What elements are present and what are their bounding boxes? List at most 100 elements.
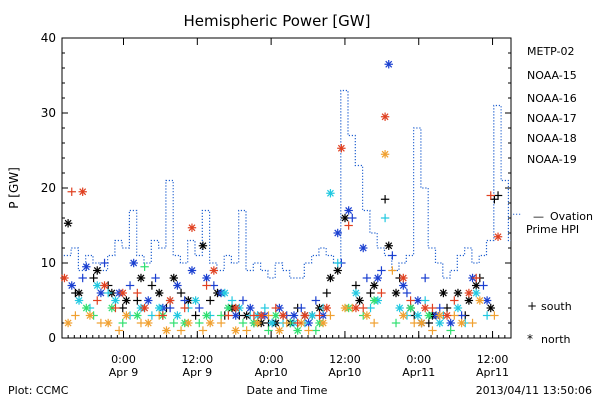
point-noaa-17-south [140, 262, 149, 271]
point-noaa-16-north [220, 288, 229, 298]
point-metp-02-north [340, 213, 350, 223]
point-noaa-16-south [380, 213, 390, 223]
x-tick-label-date: Apr11 [476, 366, 509, 379]
point-noaa-17-north [82, 303, 91, 313]
point-noaa-15-north [82, 262, 91, 271]
point-noaa-17-north [369, 296, 379, 305]
point-noaa-18-south [468, 318, 477, 328]
point-noaa-15-south [479, 281, 488, 290]
point-noaa-15-north [333, 228, 342, 238]
point-noaa-17-south [195, 318, 204, 328]
point-noaa-19-north [337, 144, 346, 153]
point-noaa-19-north [118, 288, 127, 298]
legend-item-noaa-16: NOAA-16 [527, 92, 577, 105]
point-noaa-17-north [406, 303, 415, 313]
point-noaa-19-south [428, 303, 437, 313]
y-tick-label: 0 [48, 331, 56, 345]
point-metp-02-south [351, 281, 361, 290]
legend-ovation-label-1: Ovation [550, 210, 593, 223]
point-noaa-19-north [351, 303, 361, 313]
point-noaa-17-north [133, 311, 142, 320]
point-metp-02-south [176, 288, 186, 298]
point-noaa-16-north [74, 296, 84, 305]
ovation-hpi-line [63, 89, 511, 279]
legend-item-metp-02: METP-02 [527, 45, 575, 58]
point-metp-02-south [490, 195, 499, 204]
point-noaa-18-south [216, 318, 226, 328]
point-noaa-16-north [173, 311, 182, 320]
ovation-hpi-series [63, 89, 521, 279]
point-metp-02-north [453, 288, 463, 298]
plot-timestamp: 2013/04/11 13:50:06 [476, 384, 592, 397]
y-tick-label: 30 [41, 106, 56, 120]
point-noaa-16-north [154, 303, 164, 313]
point-noaa-19-north [420, 303, 430, 313]
point-noaa-18-north [231, 326, 240, 335]
point-noaa-19-north [187, 223, 197, 232]
legend-south-label: south [541, 300, 572, 313]
point-noaa-18-south [242, 326, 251, 335]
point-noaa-15-south [78, 273, 87, 283]
point-noaa-18-north [63, 318, 73, 328]
point-noaa-16-north [267, 318, 277, 328]
point-noaa-18-north [380, 150, 390, 159]
point-noaa-16-south [482, 311, 492, 320]
point-noaa-16-south [420, 296, 430, 305]
point-noaa-17-north [424, 311, 434, 320]
point-noaa-15-south [238, 296, 248, 305]
point-noaa-15-north [96, 288, 106, 298]
point-noaa-18-south [490, 311, 499, 320]
point-metp-02-north [486, 303, 495, 313]
point-noaa-16-north [111, 296, 120, 305]
point-noaa-18-south [136, 318, 146, 328]
point-noaa-19-south [377, 288, 386, 298]
point-noaa-19-south [344, 221, 353, 230]
point-noaa-19-south [67, 187, 76, 196]
point-noaa-15-south [420, 273, 430, 283]
point-noaa-18-south [198, 326, 208, 335]
plot-source-label: Plot: CCMC [8, 384, 69, 397]
point-noaa-19-north [78, 187, 87, 196]
point-noaa-18-south [388, 266, 397, 275]
point-noaa-19-south [486, 191, 495, 200]
point-noaa-15-north [373, 273, 383, 283]
point-noaa-18-north [85, 311, 95, 320]
point-noaa-16-north [471, 288, 481, 298]
x-tick-label-time: 0:00 [406, 353, 431, 366]
point-noaa-17-south [311, 326, 321, 335]
point-noaa-19-south [271, 303, 280, 313]
point-noaa-18-south [176, 326, 186, 335]
point-noaa-18-north [103, 318, 113, 328]
point-noaa-19-north [399, 273, 408, 283]
point-noaa-15-north [482, 296, 492, 305]
point-noaa-15-north [173, 281, 182, 290]
point-noaa-18-north [318, 318, 328, 328]
point-metp-02-south [71, 288, 80, 298]
point-noaa-15-south [348, 213, 357, 223]
point-metp-02-north [355, 296, 364, 305]
point-noaa-19-north [322, 303, 331, 313]
point-metp-02-south [493, 191, 503, 200]
point-noaa-19-south [158, 311, 168, 320]
x-axis-label: Date and Time [247, 384, 328, 397]
point-noaa-16-north [453, 303, 463, 313]
point-noaa-18-south [96, 318, 106, 328]
point-noaa-18-north [435, 311, 444, 320]
point-noaa-18-north [253, 318, 262, 328]
legend-ovation-dash: — [533, 210, 544, 223]
point-noaa-18-south [264, 311, 273, 320]
point-noaa-15-south [125, 281, 135, 290]
point-noaa-18-north [122, 311, 131, 320]
point-noaa-15-south [402, 288, 412, 298]
satellite-points [60, 60, 503, 335]
point-noaa-15-south [209, 281, 219, 290]
y-tick-label: 10 [41, 256, 56, 270]
point-noaa-19-north [493, 232, 503, 241]
point-noaa-18-north [475, 296, 485, 305]
legend-item-noaa-15: NOAA-15 [527, 69, 577, 82]
point-metp-02-north [136, 273, 146, 283]
point-noaa-15-north [129, 258, 138, 268]
point-noaa-15-north [359, 243, 368, 253]
